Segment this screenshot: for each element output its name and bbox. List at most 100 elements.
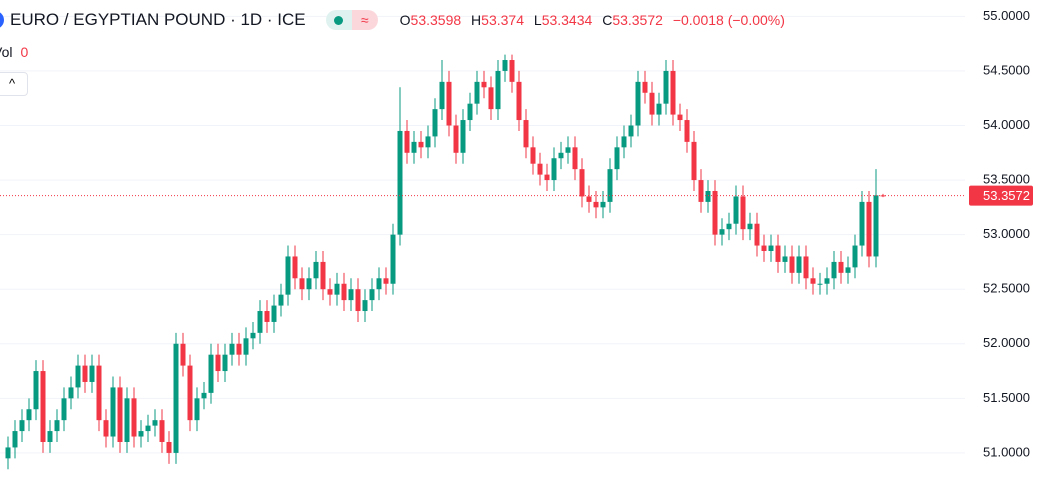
- candle-body: [75, 365, 81, 388]
- y-tick-label: 51.5000: [983, 390, 1030, 405]
- candle-body: [677, 114, 683, 121]
- candle-body: [397, 130, 403, 235]
- candle-body: [159, 420, 165, 442]
- status-badge[interactable]: ≈: [325, 10, 378, 30]
- candle-body: [222, 354, 228, 372]
- legend-header: EURO / EGYPTIAN POUND · 1D · ICE ≈ O53.3…: [0, 10, 791, 30]
- candle-body: [418, 141, 424, 148]
- candle-body: [705, 190, 711, 202]
- candle-body: [810, 278, 816, 284]
- candle-body: [831, 261, 837, 279]
- candle-body: [565, 147, 571, 153]
- ohlc-label: H: [471, 12, 482, 28]
- candle-body: [33, 371, 39, 410]
- candle-body: [362, 300, 368, 312]
- candle-body: [89, 365, 95, 382]
- candle-body: [740, 196, 746, 230]
- candle-body: [453, 125, 459, 153]
- candle-body: [817, 283, 823, 285]
- candle-body: [292, 256, 298, 279]
- candle-body: [698, 180, 704, 202]
- candle-body: [68, 387, 74, 399]
- y-tick-label: 53.5000: [983, 172, 1030, 187]
- y-tick-label: 53.0000: [983, 226, 1030, 241]
- candle-body: [684, 120, 690, 142]
- candle-body: [866, 201, 872, 257]
- candle-body: [138, 431, 144, 437]
- candle-body: [40, 371, 46, 442]
- candle-body: [551, 158, 557, 181]
- candle-body: [327, 289, 333, 295]
- candle-body: [131, 398, 137, 437]
- candle-body: [474, 81, 480, 104]
- candle-body: [187, 365, 193, 421]
- y-tick-label: 51.0000: [983, 444, 1030, 459]
- candle-body: [348, 289, 354, 301]
- y-tick-label: 52.5000: [983, 281, 1030, 296]
- candle-body: [96, 365, 102, 421]
- candle-body: [243, 338, 249, 355]
- candle-body: [726, 223, 732, 230]
- candle-body: [110, 387, 116, 437]
- candle-body: [215, 354, 221, 372]
- ohlc-values: O53.3598 H53.374 L53.3434 C53.3572 −0.00…: [400, 12, 791, 28]
- candle-body: [376, 278, 382, 290]
- candle-body: [607, 169, 613, 202]
- y-tick-label: 55.0000: [983, 8, 1030, 23]
- candle-body: [670, 70, 676, 115]
- high-value: 53.374: [481, 12, 524, 28]
- candle-body: [54, 420, 60, 432]
- candle-body: [446, 81, 452, 126]
- candle-body: [194, 398, 200, 421]
- change-value: −0.0018 (−0.00%): [672, 12, 785, 28]
- candle-body: [593, 201, 599, 208]
- candle-body: [208, 354, 214, 393]
- candle-body: [509, 60, 515, 82]
- candle-body: [271, 305, 277, 322]
- candle-body: [614, 147, 620, 170]
- candle-body: [19, 420, 25, 432]
- candle-body: [656, 103, 662, 115]
- candle-body: [334, 283, 340, 295]
- candle-body: [873, 195, 879, 257]
- collapse-button[interactable]: ^: [0, 72, 28, 96]
- candle-body: [691, 141, 697, 181]
- candle-body: [502, 60, 508, 71]
- candle-body: [5, 447, 11, 459]
- candle-body: [761, 245, 767, 252]
- candle-body: [82, 365, 88, 382]
- candle-body: [201, 392, 207, 399]
- candle-body: [754, 223, 760, 246]
- candle-body: [47, 431, 53, 442]
- candle-body: [600, 201, 606, 208]
- y-tick-label: 54.0000: [983, 117, 1030, 132]
- candle-body: [789, 256, 795, 273]
- candle-body: [481, 81, 487, 88]
- candle-body: [103, 420, 109, 437]
- candle-body: [117, 387, 123, 442]
- candle-body: [782, 256, 788, 262]
- candle-body: [411, 141, 417, 153]
- candle-body: [642, 81, 648, 93]
- candle-body: [572, 147, 578, 170]
- candle-body: [320, 261, 326, 290]
- candle-body: [404, 130, 410, 153]
- candle-body: [635, 81, 641, 126]
- volume-label: Vol: [0, 44, 13, 60]
- delay-icon: ≈: [351, 10, 378, 30]
- candle-body: [628, 125, 634, 137]
- candle-body: [733, 196, 739, 224]
- candle-body: [12, 431, 18, 448]
- candle-body: [775, 245, 781, 262]
- candle-body: [425, 136, 431, 148]
- close-value: 53.3572: [612, 12, 663, 28]
- candle-body: [845, 267, 851, 273]
- ohlc-label: O: [399, 12, 411, 28]
- candle-body: [586, 196, 592, 202]
- candle-body: [306, 278, 312, 290]
- candle-body: [152, 420, 158, 426]
- candle-body: [747, 223, 753, 230]
- candle-body: [495, 70, 501, 110]
